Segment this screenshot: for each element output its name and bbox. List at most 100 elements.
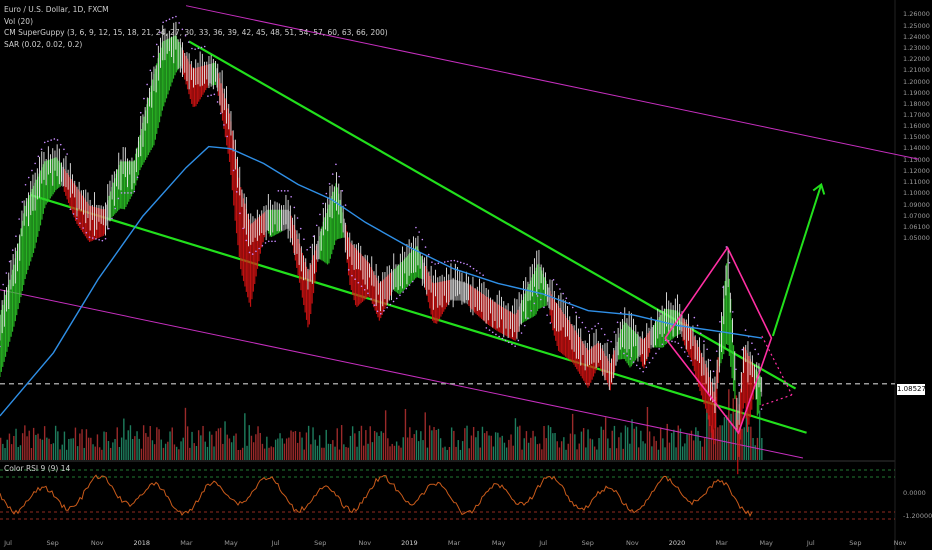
volume-bar <box>351 426 354 460</box>
volume-bar <box>587 429 589 460</box>
sar-dot <box>408 284 411 286</box>
sar-dot <box>139 111 142 114</box>
volume-bar <box>743 427 745 460</box>
sar-dot <box>415 226 417 229</box>
sar-dot <box>267 240 270 243</box>
chart-legend: Euro / U.S. Dollar, 1D, FXCM Vol (20) CM… <box>4 4 388 50</box>
sar-dot <box>642 370 644 373</box>
volume-bar <box>547 425 550 460</box>
sar-dot <box>344 204 347 206</box>
volume-bar <box>582 428 585 460</box>
sar-dot <box>466 263 468 266</box>
volume-bar <box>129 425 132 460</box>
osc-tick-label: -1.20000 <box>903 512 932 520</box>
sar-dot <box>165 19 168 22</box>
volume-bar <box>514 418 517 460</box>
x-tick-label: Nov <box>894 539 907 547</box>
sar-dot <box>475 270 478 272</box>
volume-bar <box>32 427 35 460</box>
sar-dot <box>504 339 507 342</box>
volume-bar <box>158 429 160 460</box>
volume-bar <box>580 431 583 460</box>
volume-bar <box>461 441 464 460</box>
sar-dot <box>578 316 580 319</box>
volume-bar <box>578 443 580 460</box>
volume-bar <box>382 432 385 460</box>
sar-dot <box>347 269 350 271</box>
volume-bar <box>261 443 264 460</box>
volume-bar <box>336 428 338 460</box>
y-tick-label: 1.17000 <box>903 111 930 119</box>
volume-bar <box>448 447 451 460</box>
volume-bar <box>61 444 63 460</box>
sar-dot <box>690 359 692 362</box>
volume-bar <box>244 413 246 460</box>
sar-dot <box>11 249 14 251</box>
volume-bar <box>323 447 325 460</box>
volume-bar <box>266 436 268 460</box>
sar-dot <box>757 353 760 355</box>
sar-dot <box>133 190 136 193</box>
y-tick-label: 1.21000 <box>903 66 930 74</box>
sar-dot <box>469 265 472 268</box>
sar-dot <box>216 101 219 103</box>
volume-bar <box>611 430 613 460</box>
sar-dot <box>354 278 356 280</box>
x-tick-label: Jul <box>271 539 280 547</box>
volume-bar <box>349 435 352 460</box>
y-tick-label: 1.07000 <box>903 212 930 220</box>
volume-bar <box>417 441 420 460</box>
symbol-title: Euro / U.S. Dollar, 1D, FXCM <box>4 5 109 14</box>
volume-bar <box>739 428 741 460</box>
volume-bar <box>593 446 596 460</box>
volume-bar <box>433 427 435 460</box>
sar-dot <box>181 28 184 31</box>
volume-bar <box>239 449 242 460</box>
sar-dot <box>603 333 606 336</box>
x-tick-label: Nov <box>358 539 371 547</box>
volume-bar <box>516 426 519 460</box>
sar-dot <box>629 358 632 360</box>
volume-bar <box>13 435 15 460</box>
volume-bar <box>741 428 743 460</box>
sar-dot <box>552 279 555 281</box>
ma-line <box>0 145 763 417</box>
osc-line <box>0 474 753 518</box>
volume-bar <box>48 438 50 460</box>
sar-dot <box>264 242 267 244</box>
x-tick-label: Sep <box>582 539 594 547</box>
volume-bar <box>211 434 213 460</box>
volume-bar <box>43 426 46 460</box>
volume-bar <box>384 410 387 460</box>
sar-dot <box>245 239 248 242</box>
volume-bar <box>15 428 17 460</box>
sar-dot <box>731 311 734 313</box>
volume-bar <box>686 434 688 460</box>
sar-dot <box>418 231 420 233</box>
sar-dot <box>411 280 414 283</box>
sar-dot <box>56 139 59 141</box>
sar-dot <box>72 213 75 215</box>
sar-dot <box>479 272 481 274</box>
volume-bar <box>525 431 528 460</box>
y-tick-label: 1.25000 <box>903 22 930 30</box>
volume-bar <box>503 442 506 460</box>
indicator-guppy: CM SuperGuppy (3, 6, 9, 12, 15, 18, 21, … <box>4 28 388 37</box>
x-tick-label: Nov <box>626 539 639 547</box>
volume-bar <box>543 425 545 460</box>
volume-bar <box>435 430 437 460</box>
volume-bar <box>125 439 127 460</box>
volume-bar <box>501 435 503 460</box>
volume-bar <box>481 426 484 460</box>
volume-bar <box>420 431 422 460</box>
volume-bar <box>316 445 319 460</box>
trend-line <box>30 193 807 434</box>
volume-bar <box>376 432 378 460</box>
volume-bar <box>664 447 666 460</box>
sar-dot <box>584 326 587 329</box>
sar-dot <box>715 350 718 352</box>
sar-dot <box>24 183 27 186</box>
volume-bar <box>598 438 600 460</box>
sar-dot <box>645 366 648 369</box>
